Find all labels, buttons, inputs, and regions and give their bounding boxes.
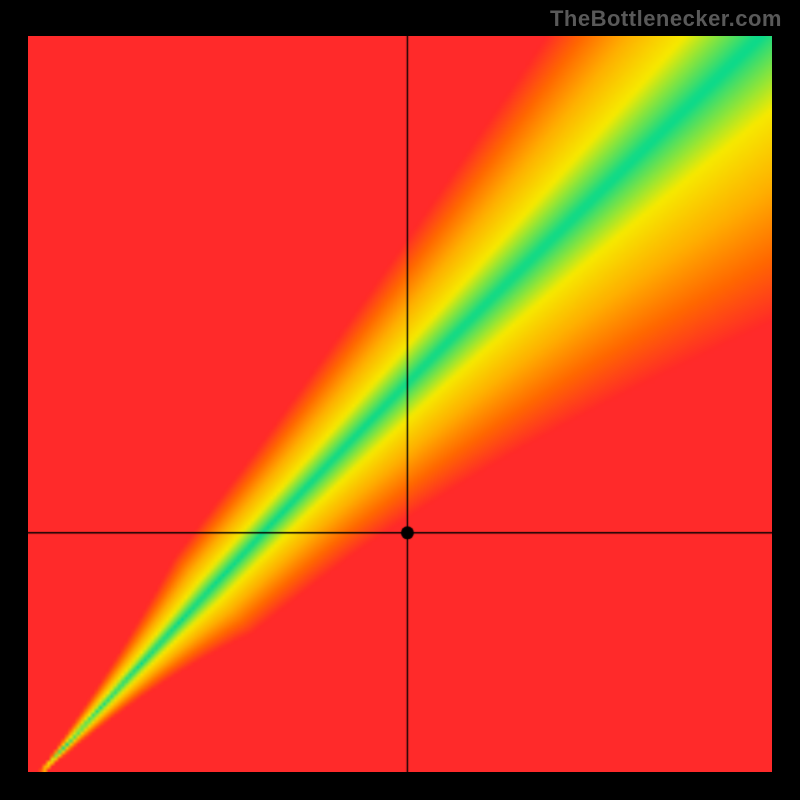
chart-container: TheBottlenecker.com xyxy=(0,0,800,800)
bottleneck-heatmap xyxy=(28,36,772,772)
watermark-text: TheBottlenecker.com xyxy=(550,6,782,32)
